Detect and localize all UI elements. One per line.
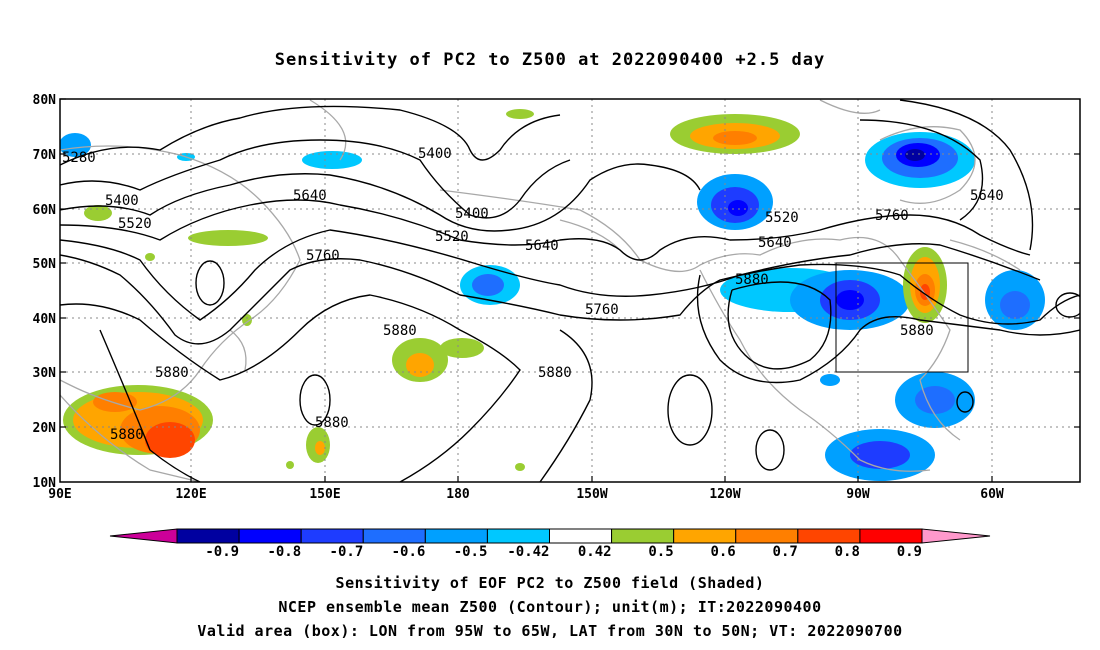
- lat-label: 40N: [33, 312, 57, 327]
- lon-label: 90W: [846, 487, 870, 502]
- contour-label: 5640: [293, 188, 327, 204]
- contour-label: 5880: [110, 427, 144, 443]
- valid-area-box: [835, 262, 969, 373]
- colorbar-box: [176, 528, 240, 544]
- colorbar-box: [797, 528, 861, 544]
- lat-label: 70N: [33, 148, 57, 163]
- colorbar-tick-label: 0.42: [578, 544, 612, 560]
- contour-label: 5880: [900, 323, 934, 339]
- latitude-labels: 80N 70N 60N 50N 40N 30N 20N 10N: [33, 93, 57, 491]
- colorbar-tick-label: -0.7: [330, 544, 364, 560]
- axis-ticks: [60, 98, 1080, 482]
- contour-label: 5880: [383, 323, 417, 339]
- contour-label: 5400: [105, 193, 139, 209]
- lat-label: 10N: [33, 476, 57, 491]
- contour-label: 5640: [758, 235, 792, 251]
- colorbar-tick-label: 0.7: [773, 544, 798, 560]
- contour-label: 5640: [525, 238, 559, 254]
- contour-label: 5520: [435, 229, 469, 245]
- colorbar-tick-label: 0.5: [648, 544, 673, 560]
- colorbar-box: [611, 528, 675, 544]
- contour-label: 5880: [735, 272, 769, 288]
- colorbar-tick-label: -0.9: [205, 544, 239, 560]
- colorbar-tick-label: 0.6: [710, 544, 735, 560]
- lon-label: 150E: [309, 487, 340, 502]
- colorbar-boxes: [176, 528, 923, 544]
- longitude-labels: 90E 120E 150E 180 150W 120W 90W 60W: [48, 487, 1004, 502]
- caption-contour: NCEP ensemble mean Z500 (Contour); unit(…: [278, 598, 822, 616]
- caption-valid-area: Valid area (box): LON from 95W to 65W, L…: [197, 622, 903, 640]
- colorbar-box: [238, 528, 302, 544]
- z500-contours: [60, 99, 1080, 482]
- lat-label: 30N: [33, 366, 57, 381]
- contour-labels: 5280 5400 5400 5400 5520 5520 5520 5640 …: [62, 146, 1004, 443]
- contour-label: 5400: [418, 146, 452, 162]
- colorbar-box: [362, 528, 426, 544]
- contour-label: 5880: [155, 365, 189, 381]
- colorbar-box: [859, 528, 923, 544]
- colorbar-box: [735, 528, 799, 544]
- colorbar-tick-label: -0.6: [392, 544, 426, 560]
- caption-shaded: Sensitivity of EOF PC2 to Z500 field (Sh…: [335, 574, 765, 592]
- colorbar-tick-label: 0.9: [897, 544, 922, 560]
- contour-label: 5520: [118, 216, 152, 232]
- colorbar-labels: -0.9 -0.8 -0.7 -0.6 -0.5 -0.42 0.42 0.5 0.6 0.7 0.…: [205, 544, 922, 560]
- contour-label: 5400: [455, 206, 489, 222]
- positive-sensitivity-shading: [63, 109, 947, 471]
- colorbar-tick-label: -0.42: [507, 544, 549, 560]
- lat-label: 20N: [33, 421, 57, 436]
- colorbar-box: [300, 528, 364, 544]
- lon-label: 60W: [980, 487, 1004, 502]
- contour-label: 5760: [306, 248, 340, 264]
- colorbar-tick-label: -0.8: [267, 544, 301, 560]
- contour-label: 5760: [585, 302, 619, 318]
- colorbar: -0.9 -0.8 -0.7 -0.6 -0.5 -0.42 0.42 0.5 0.6 0.7 0.…: [109, 528, 991, 560]
- contour-label: 5520: [765, 210, 799, 226]
- lat-label: 60N: [33, 203, 57, 218]
- contour-label: 5880: [315, 415, 349, 431]
- lon-label: 120W: [709, 487, 740, 502]
- colorbar-low-end: [109, 528, 178, 544]
- colorbar-box: [486, 528, 550, 544]
- map-plot-area: 5280 5400 5400 5400 5520 5520 5520 5640 …: [60, 99, 1080, 482]
- lat-label: 80N: [33, 93, 57, 108]
- colorbar-box: [424, 528, 488, 544]
- contour-label: 5280: [62, 150, 96, 166]
- colorbar-box: [549, 528, 613, 544]
- lon-label: 120E: [175, 487, 206, 502]
- lon-label: 180: [446, 487, 470, 502]
- plot-title: Sensitivity of PC2 to Z500 at 2022090400…: [274, 50, 826, 70]
- map-frame: [59, 98, 1081, 483]
- lon-label: 150W: [576, 487, 607, 502]
- colorbar-high-end: [921, 528, 991, 544]
- lat-label: 50N: [33, 257, 57, 272]
- colorbar-tick-label: -0.5: [454, 544, 488, 560]
- contour-label: 5640: [970, 188, 1004, 204]
- contour-label: 5760: [875, 208, 909, 224]
- colorbar-box: [673, 528, 737, 544]
- lon-label: 90E: [48, 487, 71, 502]
- colorbar-tick-label: 0.8: [835, 544, 860, 560]
- contour-label: 5880: [538, 365, 572, 381]
